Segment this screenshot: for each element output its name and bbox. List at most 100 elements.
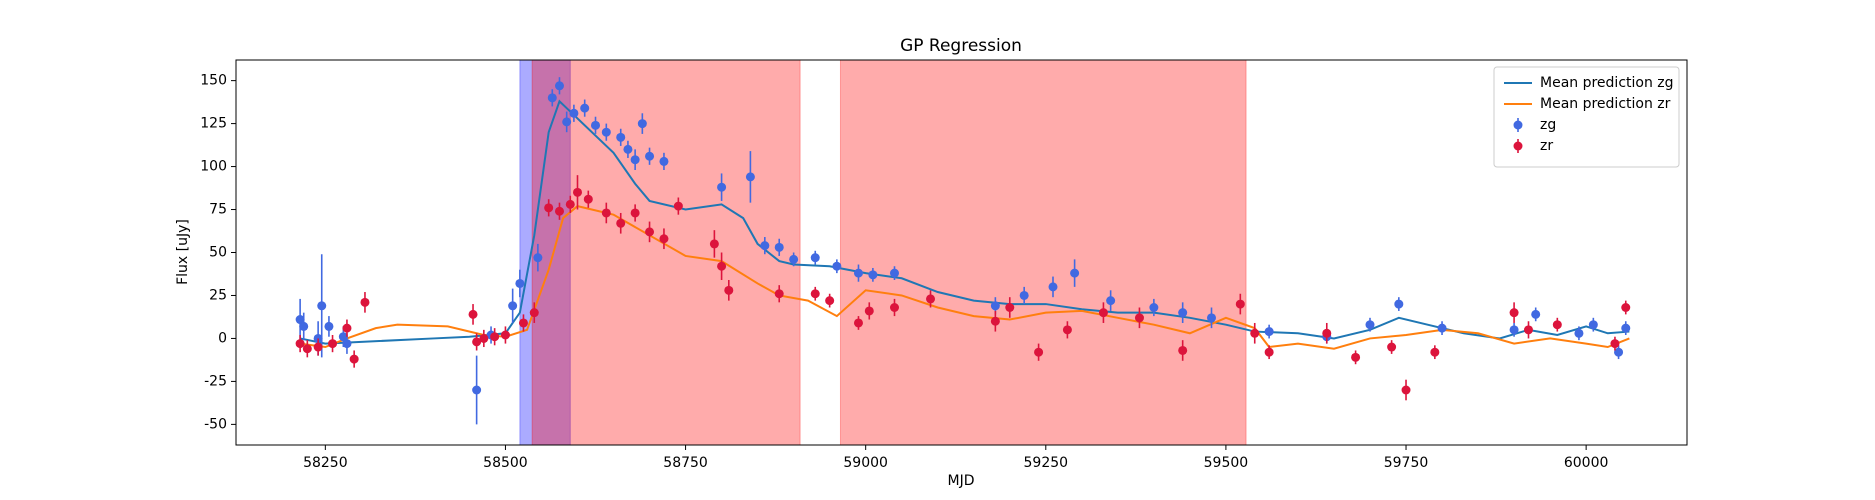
- x-tick-label: 58250: [303, 455, 348, 471]
- data-point: [1574, 328, 1584, 338]
- data-point: [1149, 303, 1159, 312]
- y-tick-label: 50: [209, 245, 227, 261]
- legend-swatch: [1513, 120, 1523, 130]
- x-tick-label: 59250: [1024, 455, 1069, 471]
- shaded-span: [839, 59, 1247, 446]
- data-point: [810, 289, 820, 299]
- data-point: [472, 385, 482, 395]
- legend-label: zr: [1540, 138, 1553, 154]
- data-point: [623, 144, 633, 154]
- data-point: [515, 278, 525, 288]
- data-point: [508, 301, 518, 311]
- data-point: [572, 187, 582, 197]
- data-point: [1106, 296, 1116, 306]
- x-tick-label: 58750: [663, 455, 708, 471]
- data-point: [500, 330, 510, 340]
- y-tick-label: -25: [204, 373, 227, 389]
- data-point: [1610, 339, 1620, 349]
- data-point: [926, 294, 936, 304]
- legend-label: Mean prediction zr: [1540, 96, 1671, 112]
- data-point: [591, 120, 601, 130]
- data-point: [637, 119, 647, 129]
- data-point: [1062, 325, 1072, 335]
- data-point: [810, 253, 820, 263]
- data-point: [990, 301, 1000, 311]
- data-point: [1387, 342, 1397, 352]
- data-point: [645, 227, 655, 237]
- data-point: [1235, 299, 1245, 309]
- y-tick-label: 100: [200, 159, 227, 175]
- data-point: [295, 339, 305, 349]
- data-point: [774, 289, 784, 299]
- data-point: [565, 199, 575, 209]
- data-point: [1437, 323, 1447, 333]
- data-point: [1621, 303, 1631, 312]
- data-point: [1178, 345, 1188, 355]
- data-point: [479, 333, 489, 343]
- data-point: [832, 261, 842, 271]
- legend-label: zg: [1540, 117, 1556, 133]
- y-tick-label: 125: [200, 116, 227, 132]
- data-point: [616, 218, 626, 228]
- data-point: [659, 156, 669, 166]
- y-tick-label: 25: [209, 287, 227, 303]
- y-tick-label: 75: [209, 202, 227, 218]
- data-point: [630, 155, 640, 165]
- data-point: [601, 127, 611, 137]
- data-point: [1034, 347, 1044, 357]
- data-point: [853, 318, 863, 328]
- data-point: [1523, 325, 1533, 335]
- data-point: [990, 316, 1000, 326]
- data-point: [1509, 325, 1519, 335]
- data-point: [338, 332, 348, 342]
- data-point: [490, 332, 500, 342]
- data-point: [554, 206, 564, 216]
- data-point: [1098, 308, 1108, 318]
- data-point: [349, 354, 359, 364]
- x-tick-label: 59500: [1204, 455, 1249, 471]
- x-tick-label: 58500: [483, 455, 528, 471]
- data-point: [1178, 308, 1188, 318]
- data-point: [1430, 347, 1440, 357]
- data-point: [1351, 352, 1361, 362]
- data-point: [472, 337, 482, 347]
- data-point: [1552, 320, 1562, 330]
- data-point: [529, 308, 539, 318]
- data-point: [547, 93, 557, 103]
- data-point: [1250, 328, 1260, 338]
- data-point: [299, 321, 309, 331]
- data-point: [789, 254, 799, 264]
- data-point: [1070, 268, 1080, 278]
- data-point: [1019, 290, 1029, 300]
- data-point: [717, 182, 727, 192]
- legend-swatch: [1513, 141, 1523, 151]
- data-point: [673, 201, 683, 211]
- mean-line: [299, 99, 1630, 345]
- data-point: [562, 117, 572, 127]
- y-tick-label: 0: [218, 330, 227, 346]
- data-point: [601, 208, 611, 218]
- data-point: [360, 297, 370, 307]
- data-point: [868, 270, 878, 280]
- data-point: [317, 301, 327, 311]
- x-tick-label: 60000: [1564, 455, 1609, 471]
- data-point: [774, 242, 784, 252]
- data-point: [302, 344, 312, 354]
- shaded-span: [531, 59, 801, 446]
- data-point: [1531, 309, 1541, 319]
- x-tick-label: 59000: [843, 455, 888, 471]
- data-point: [554, 81, 564, 91]
- data-point: [324, 321, 334, 331]
- data-point: [313, 342, 323, 352]
- data-point: [645, 151, 655, 161]
- data-point: [1365, 320, 1375, 330]
- data-point: [1264, 327, 1274, 337]
- data-point: [1614, 347, 1624, 357]
- data-point: [1134, 313, 1144, 323]
- data-point: [1588, 320, 1598, 330]
- data-point: [1206, 313, 1216, 323]
- data-point: [760, 241, 770, 251]
- data-point: [468, 309, 478, 319]
- data-point: [1509, 308, 1519, 318]
